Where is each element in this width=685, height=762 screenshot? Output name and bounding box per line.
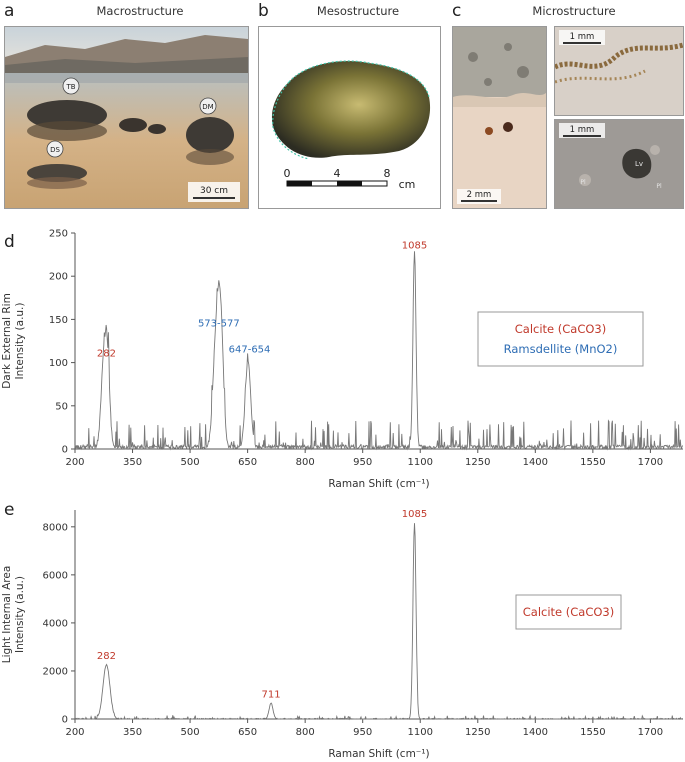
peak-label: 711 (261, 689, 280, 700)
y-axis-label: Intensity (a.u.) (14, 576, 26, 653)
svg-text:DS: DS (50, 146, 60, 154)
macrostructure-photo: 30 cm TB DM DS (4, 26, 249, 209)
legend-box (515, 594, 622, 630)
microstructure-photo-left: 2 mm (452, 26, 547, 209)
y-axis-outer-label: Light Internal Area (1, 566, 13, 664)
y-tick-label: 0 (62, 715, 68, 726)
x-axis-label: Raman Shift (cm⁻¹) (328, 478, 429, 490)
micro-label-pl-1: Pl (580, 179, 586, 186)
x-tick-label: 1400 (523, 457, 548, 468)
x-tick-label: 350 (123, 727, 142, 738)
micro-label-lv: Lv (635, 160, 643, 168)
y-axis-outer-label: Dark External Rim (1, 293, 13, 389)
x-tick-label: 950 (353, 727, 372, 738)
legend-box (477, 311, 644, 367)
y-tick-label: 100 (49, 358, 68, 369)
x-tick-label: 1550 (580, 457, 605, 468)
microstructure-photo-top-right: 1 mm (554, 26, 684, 116)
y-tick-label: 0 (62, 445, 68, 456)
panel-letter-c: c (452, 1, 462, 21)
panel-letter-e: e (4, 500, 15, 520)
scalebar-label-c1: 2 mm (467, 190, 492, 200)
x-tick-label: 1700 (638, 457, 663, 468)
x-axis-label: Raman Shift (cm⁻¹) (328, 748, 429, 760)
x-tick-label: 800 (296, 727, 315, 738)
peak-label: 1085 (402, 241, 427, 252)
peak-label: 573-577 (198, 318, 240, 329)
y-tick-label: 250 (49, 229, 68, 240)
x-tick-label: 1550 (580, 727, 605, 738)
legend-entry: Calcite (CaCO3) (515, 322, 606, 336)
y-tick-label: 200 (49, 272, 68, 283)
x-tick-label: 200 (65, 457, 84, 468)
mesostructure-photo: 0 4 8 cm (258, 26, 441, 209)
panel-title-a: Macrostructure (96, 4, 184, 18)
legend-entry: Ramsdellite (MnO2) (504, 342, 618, 356)
x-tick-label: 1100 (408, 457, 433, 468)
scale-unit: cm (399, 178, 416, 191)
x-tick-label: 800 (296, 457, 315, 468)
label-dm: DM (199, 97, 217, 115)
x-tick-label: 1250 (465, 727, 490, 738)
panel-title-c: Microstructure (532, 4, 616, 18)
scale-tick-0: 0 (284, 167, 291, 180)
scalebar-label-a: 30 cm (200, 186, 228, 196)
y-tick-label: 4000 (43, 618, 68, 629)
x-tick-label: 200 (65, 727, 84, 738)
legend-entry: Calcite (CaCO3) (523, 605, 614, 619)
y-axis-label: Intensity (a.u.) (14, 303, 26, 380)
peak-label: 1085 (402, 509, 427, 520)
y-tick-label: 50 (55, 401, 68, 412)
panel-letter-d: d (4, 232, 15, 252)
peak-label: 282 (97, 651, 116, 662)
x-tick-label: 650 (238, 727, 257, 738)
x-tick-label: 350 (123, 457, 142, 468)
raman-spectrum-light-area: 0 2000 4000 6000 8000 200 350 500 650 800 950 1100 1… (1, 509, 683, 760)
panel-title-b: Mesostructure (316, 4, 400, 18)
y-tick-label: 6000 (43, 570, 68, 581)
peak-label: 647-654 (229, 344, 271, 355)
y-tick-label: 2000 (43, 666, 68, 677)
x-tick-label: 500 (181, 727, 200, 738)
scalebar-label-c3: 1 mm (570, 125, 595, 135)
svg-text:DM: DM (202, 103, 213, 111)
peak-label: 282 (97, 349, 116, 360)
panel-letter-a: a (4, 1, 15, 21)
label-ds: DS (46, 140, 64, 158)
x-tick-label: 1700 (638, 727, 663, 738)
spectrum-line (74, 523, 683, 721)
x-tick-label: 500 (181, 457, 200, 468)
micro-label-pl-2: Pl (656, 183, 662, 190)
x-tick-label: 950 (353, 457, 372, 468)
microstructure-photo-bottom-right: Lv Pl Pl 1 mm (554, 119, 684, 209)
label-tb: TB (62, 77, 80, 95)
x-tick-label: 650 (238, 457, 257, 468)
scalebar-label-c2: 1 mm (570, 32, 595, 42)
spectrum-line (74, 251, 684, 451)
raman-spectrum-dark-rim: 0 50 100 150 200 250 200 350 500 650 800 950 1100 125… (1, 229, 684, 490)
y-tick-label: 150 (49, 315, 68, 326)
panel-letter-b: b (258, 1, 269, 21)
scale-tick-8: 8 (384, 167, 391, 180)
scale-tick-4: 4 (334, 167, 341, 180)
x-tick-label: 1250 (465, 457, 490, 468)
svg-text:TB: TB (65, 83, 75, 91)
y-tick-label: 8000 (43, 522, 68, 533)
x-tick-label: 1100 (408, 727, 433, 738)
x-tick-label: 1400 (523, 727, 548, 738)
